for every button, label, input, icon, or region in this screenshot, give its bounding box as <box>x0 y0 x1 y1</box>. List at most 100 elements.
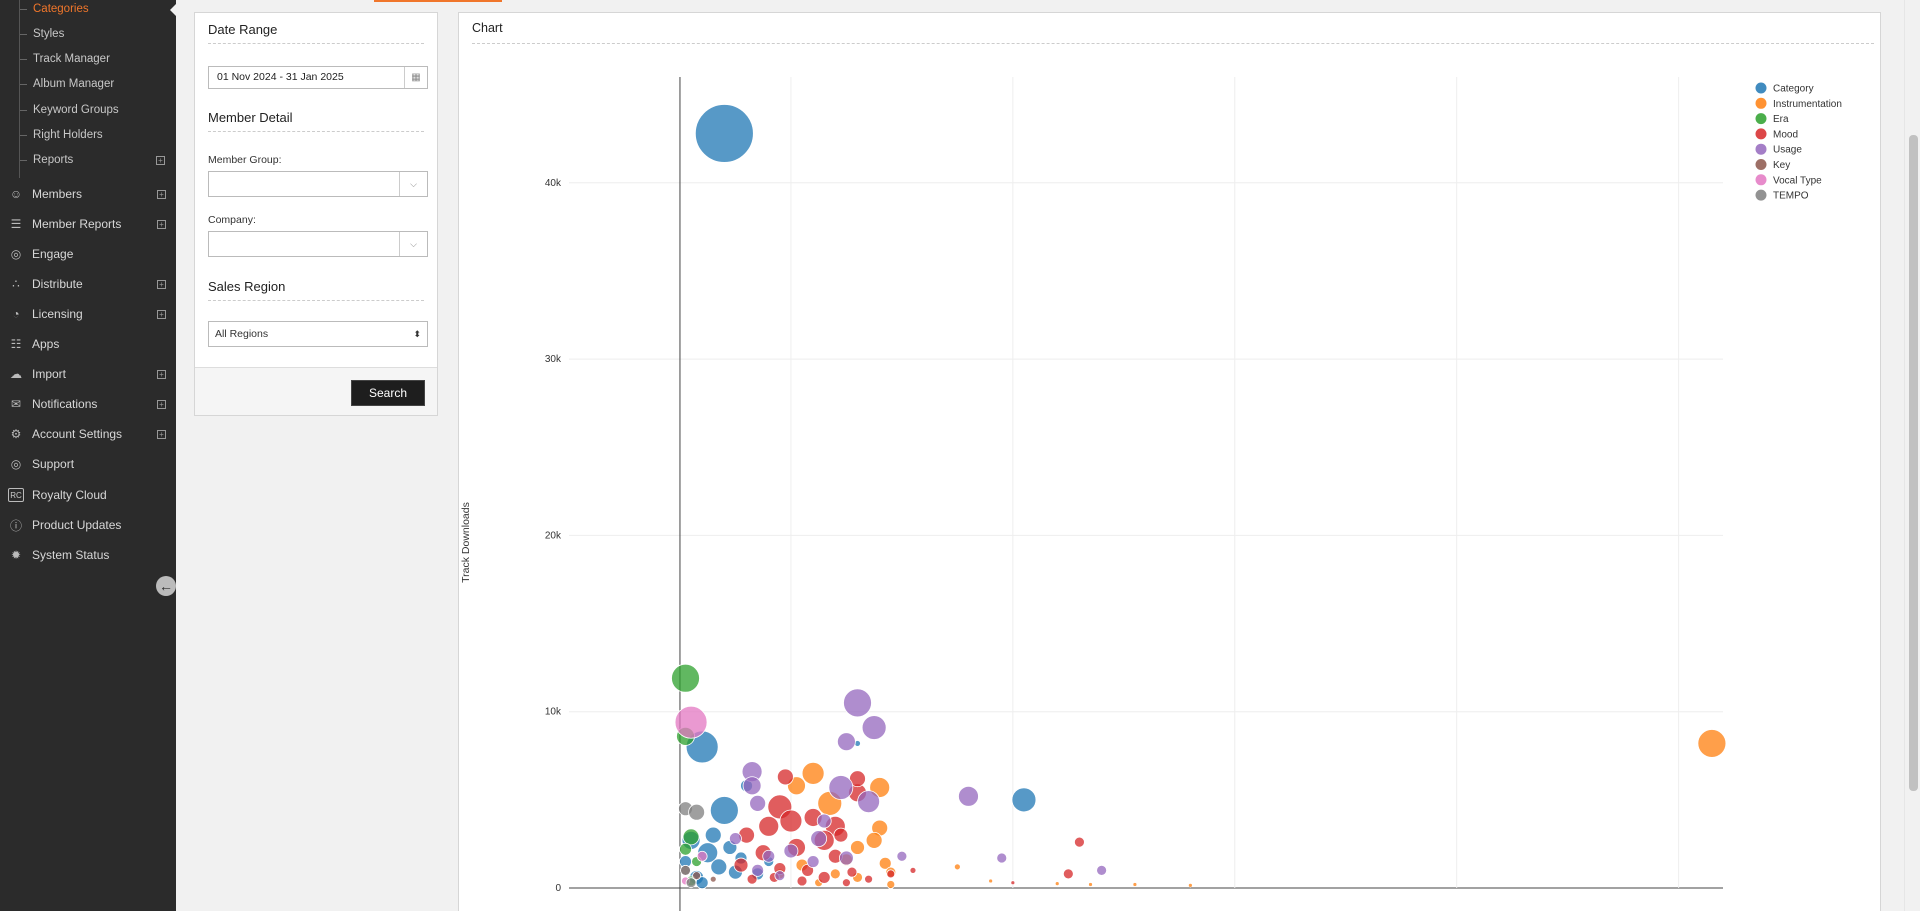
sidebar-item-distribute[interactable]: ∴ Distribute + <box>0 270 176 298</box>
rc-icon-text: RC <box>8 488 24 502</box>
date-range-input[interactable]: 01 Nov 2024 - 31 Jan 2025 ▦ <box>208 66 428 89</box>
tree-dash <box>20 84 27 85</box>
sidebar-item-apps[interactable]: ☷ Apps <box>0 330 176 358</box>
bubble-point <box>779 809 803 833</box>
active-indicator <box>170 4 176 16</box>
date-range-title: Date Range <box>208 22 278 37</box>
sidebar-item-licensing[interactable]: ◔ Licensing + <box>0 300 176 328</box>
pie-chart-icon: ◔ <box>12 307 20 321</box>
bubble-point <box>1187 882 1193 888</box>
cloud-icon: ☁ <box>10 367 22 381</box>
y-tick-label: 30k <box>545 354 562 365</box>
sidebar-item-royalty-cloud[interactable]: RC Royalty Cloud <box>0 481 176 509</box>
sidebar-item-label: Apps <box>32 337 60 351</box>
sidebar-item-engage[interactable]: ◎ Engage <box>0 240 176 268</box>
page-scrollbar[interactable] <box>1904 0 1920 911</box>
bubble-point <box>1096 864 1108 876</box>
sidebar-item-label: Import <box>32 367 67 381</box>
calendar-icon[interactable]: ▦ <box>404 67 427 88</box>
sidebar-item-product-updates[interactable]: ⓘ Product Updates <box>0 511 176 539</box>
members-icon: ☺ <box>9 187 23 201</box>
share-icon: ∴ <box>12 277 20 291</box>
company-select[interactable]: ⌵ <box>208 231 428 257</box>
bubble-point <box>886 880 896 889</box>
y-tick-label: 0 <box>555 883 561 894</box>
bubble-point <box>709 796 739 825</box>
expand-icon[interactable]: + <box>157 309 166 319</box>
sidebar-subitem-keyword-groups[interactable]: Keyword Groups <box>33 104 119 116</box>
sidebar-item-label: Account Settings <box>32 427 123 441</box>
expand-icon[interactable]: + <box>156 156 165 165</box>
bubble-point <box>806 855 820 868</box>
chevron-down-icon[interactable]: ⌵ <box>399 172 427 196</box>
expand-icon[interactable]: + <box>157 219 166 229</box>
submenu-tree-line <box>19 0 20 178</box>
sidebar-subitem-categories[interactable]: Categories <box>33 3 89 15</box>
legend-marker <box>1755 97 1767 109</box>
tree-dash <box>20 160 27 161</box>
bubble-point <box>1062 868 1074 880</box>
bubble-point <box>878 856 892 870</box>
sidebar-item-account-settings[interactable]: ⚙ Account Settings + <box>0 420 176 448</box>
sidebar-item-members[interactable]: ☺ Members + <box>0 180 176 208</box>
y-tick-label: 40k <box>545 178 562 189</box>
sidebar-item-label: Licensing <box>32 307 83 321</box>
bubble-point <box>1088 882 1093 887</box>
bubble-point <box>850 840 865 855</box>
bubble-point <box>1011 787 1037 813</box>
bubble-point <box>958 785 979 807</box>
divider <box>472 43 1874 44</box>
bubble-point <box>696 850 708 862</box>
badge-icon: ✹ <box>10 548 22 562</box>
expand-icon[interactable]: + <box>157 369 166 379</box>
member-group-select[interactable]: ⌵ <box>208 171 428 197</box>
legend-label: Key <box>1773 160 1790 171</box>
expand-icon[interactable]: + <box>157 189 166 199</box>
legend-label: Instrumentation <box>1773 99 1842 110</box>
legend-label: Usage <box>1773 145 1802 156</box>
bubble-point <box>710 858 728 876</box>
expand-icon[interactable]: + <box>157 279 166 289</box>
sidebar-subitem-track-manager[interactable]: Track Manager <box>33 53 110 65</box>
lifebuoy-icon: ◎ <box>10 457 22 471</box>
sidebar-subitem-album-manager[interactable]: Album Manager <box>33 78 115 90</box>
bubble-point <box>843 688 872 718</box>
bubble-point <box>679 842 692 856</box>
bubble-chart: 0 10k 20k 30k 40k Track Downloads Category Inst… <box>460 77 1842 911</box>
bubble-point <box>709 875 717 883</box>
sidebar-item-import[interactable]: ☁ Import + <box>0 360 176 388</box>
rc-icon: RC <box>8 487 24 503</box>
tree-dash <box>20 9 27 10</box>
sidebar-item-notifications[interactable]: ✉ Notifications + <box>0 390 176 418</box>
sales-region-select[interactable]: All Regions ⬍ <box>208 321 428 347</box>
sidebar-subitem-styles[interactable]: Styles <box>33 28 65 40</box>
sidebar-item-member-reports[interactable]: ☰ Member Reports + <box>0 210 176 238</box>
sidebar-item-label: Notifications <box>32 397 98 411</box>
legend-label: Mood <box>1773 129 1798 140</box>
legend-marker <box>1755 174 1767 186</box>
search-button[interactable]: Search <box>351 380 425 406</box>
company-label: Company: <box>208 214 256 226</box>
tree-dash <box>20 135 27 136</box>
legend-label: Category <box>1773 84 1814 95</box>
bubble-point <box>671 663 700 693</box>
sidebar-subitem-right-holders[interactable]: Right Holders <box>33 129 103 141</box>
bubble-point <box>810 830 828 848</box>
arrow-left-circle-icon[interactable]: ← <box>156 576 176 596</box>
sidebar-subitem-reports[interactable]: Reports <box>33 154 74 166</box>
sidebar-item-system-status[interactable]: ✹ System Status <box>0 541 176 569</box>
target-icon: ◎ <box>10 247 22 261</box>
legend-marker <box>1755 82 1767 94</box>
chart-panel: Chart 0 10k 20k 30k 40k Track Downloads Catego… <box>458 12 1881 911</box>
chevron-down-icon[interactable]: ⌵ <box>399 232 427 256</box>
sidebar-item-support[interactable]: ◎ Support <box>0 450 176 478</box>
y-tick-label: 10k <box>545 707 562 718</box>
bubble-point <box>742 776 762 796</box>
bubble-point <box>864 874 873 884</box>
legend-marker <box>1755 159 1767 170</box>
expand-icon[interactable]: + <box>157 399 166 409</box>
legend-marker <box>1755 189 1767 201</box>
scrollbar-thumb[interactable] <box>1909 135 1918 791</box>
expand-icon[interactable]: + <box>157 429 166 439</box>
bubble-point <box>694 104 754 163</box>
